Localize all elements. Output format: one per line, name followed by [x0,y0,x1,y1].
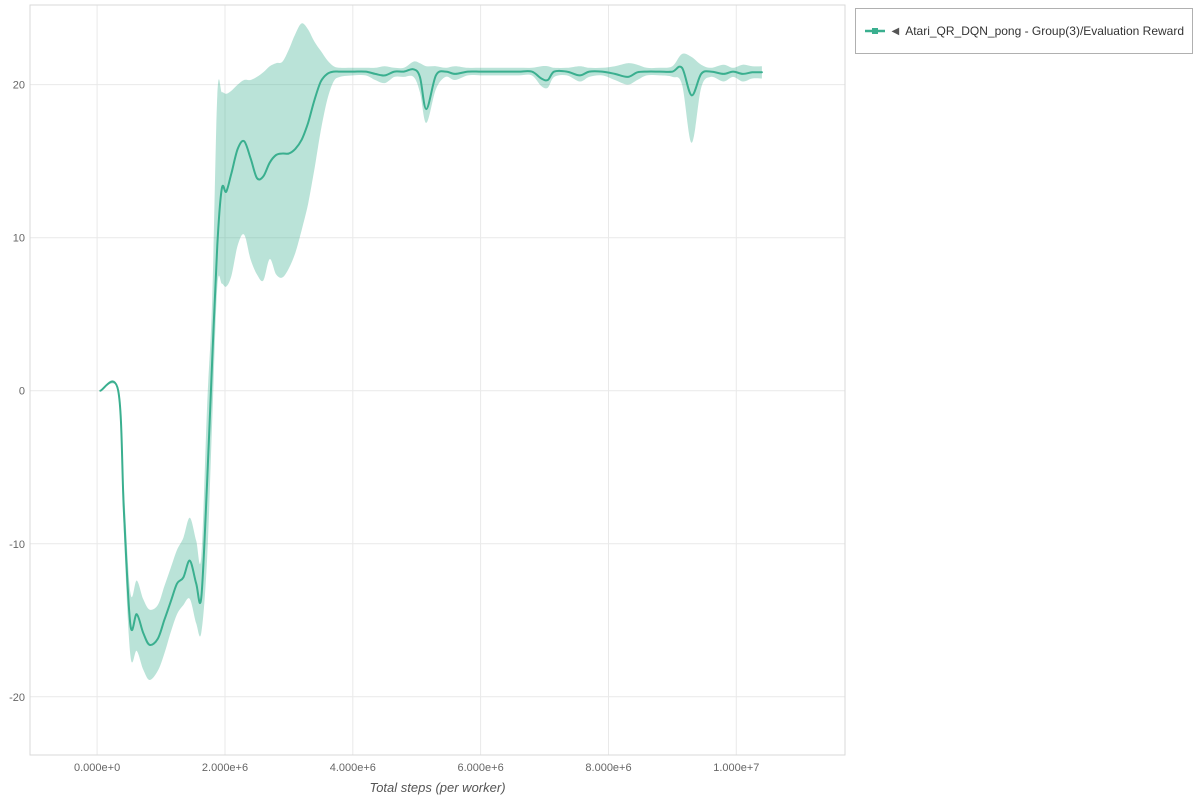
svg-text:-20: -20 [9,692,25,704]
legend-label: Atari_QR_DQN_pong - Group(3)/Evaluation … [905,24,1184,38]
legend: ◀ Atari_QR_DQN_pong - Group(3)/Evaluatio… [855,8,1193,54]
svg-text:2.000e+6: 2.000e+6 [202,762,248,774]
svg-text:4.000e+6: 4.000e+6 [330,762,376,774]
svg-text:6.000e+6: 6.000e+6 [458,762,504,774]
svg-text:20: 20 [13,80,25,92]
svg-text:1.000e+7: 1.000e+7 [713,762,759,774]
legend-collapse-icon[interactable]: ◀ [891,25,900,37]
svg-text:0: 0 [19,386,25,398]
svg-text:10: 10 [13,233,25,245]
x-axis-label: Total steps (per worker) [369,780,506,795]
legend-item[interactable]: ◀ Atari_QR_DQN_pong - Group(3)/Evaluatio… [864,24,1184,38]
series-swatch-icon [865,28,885,34]
svg-text:0.000e+0: 0.000e+0 [74,762,120,774]
svg-text:8.000e+6: 8.000e+6 [585,762,631,774]
svg-text:-10: -10 [9,539,25,551]
